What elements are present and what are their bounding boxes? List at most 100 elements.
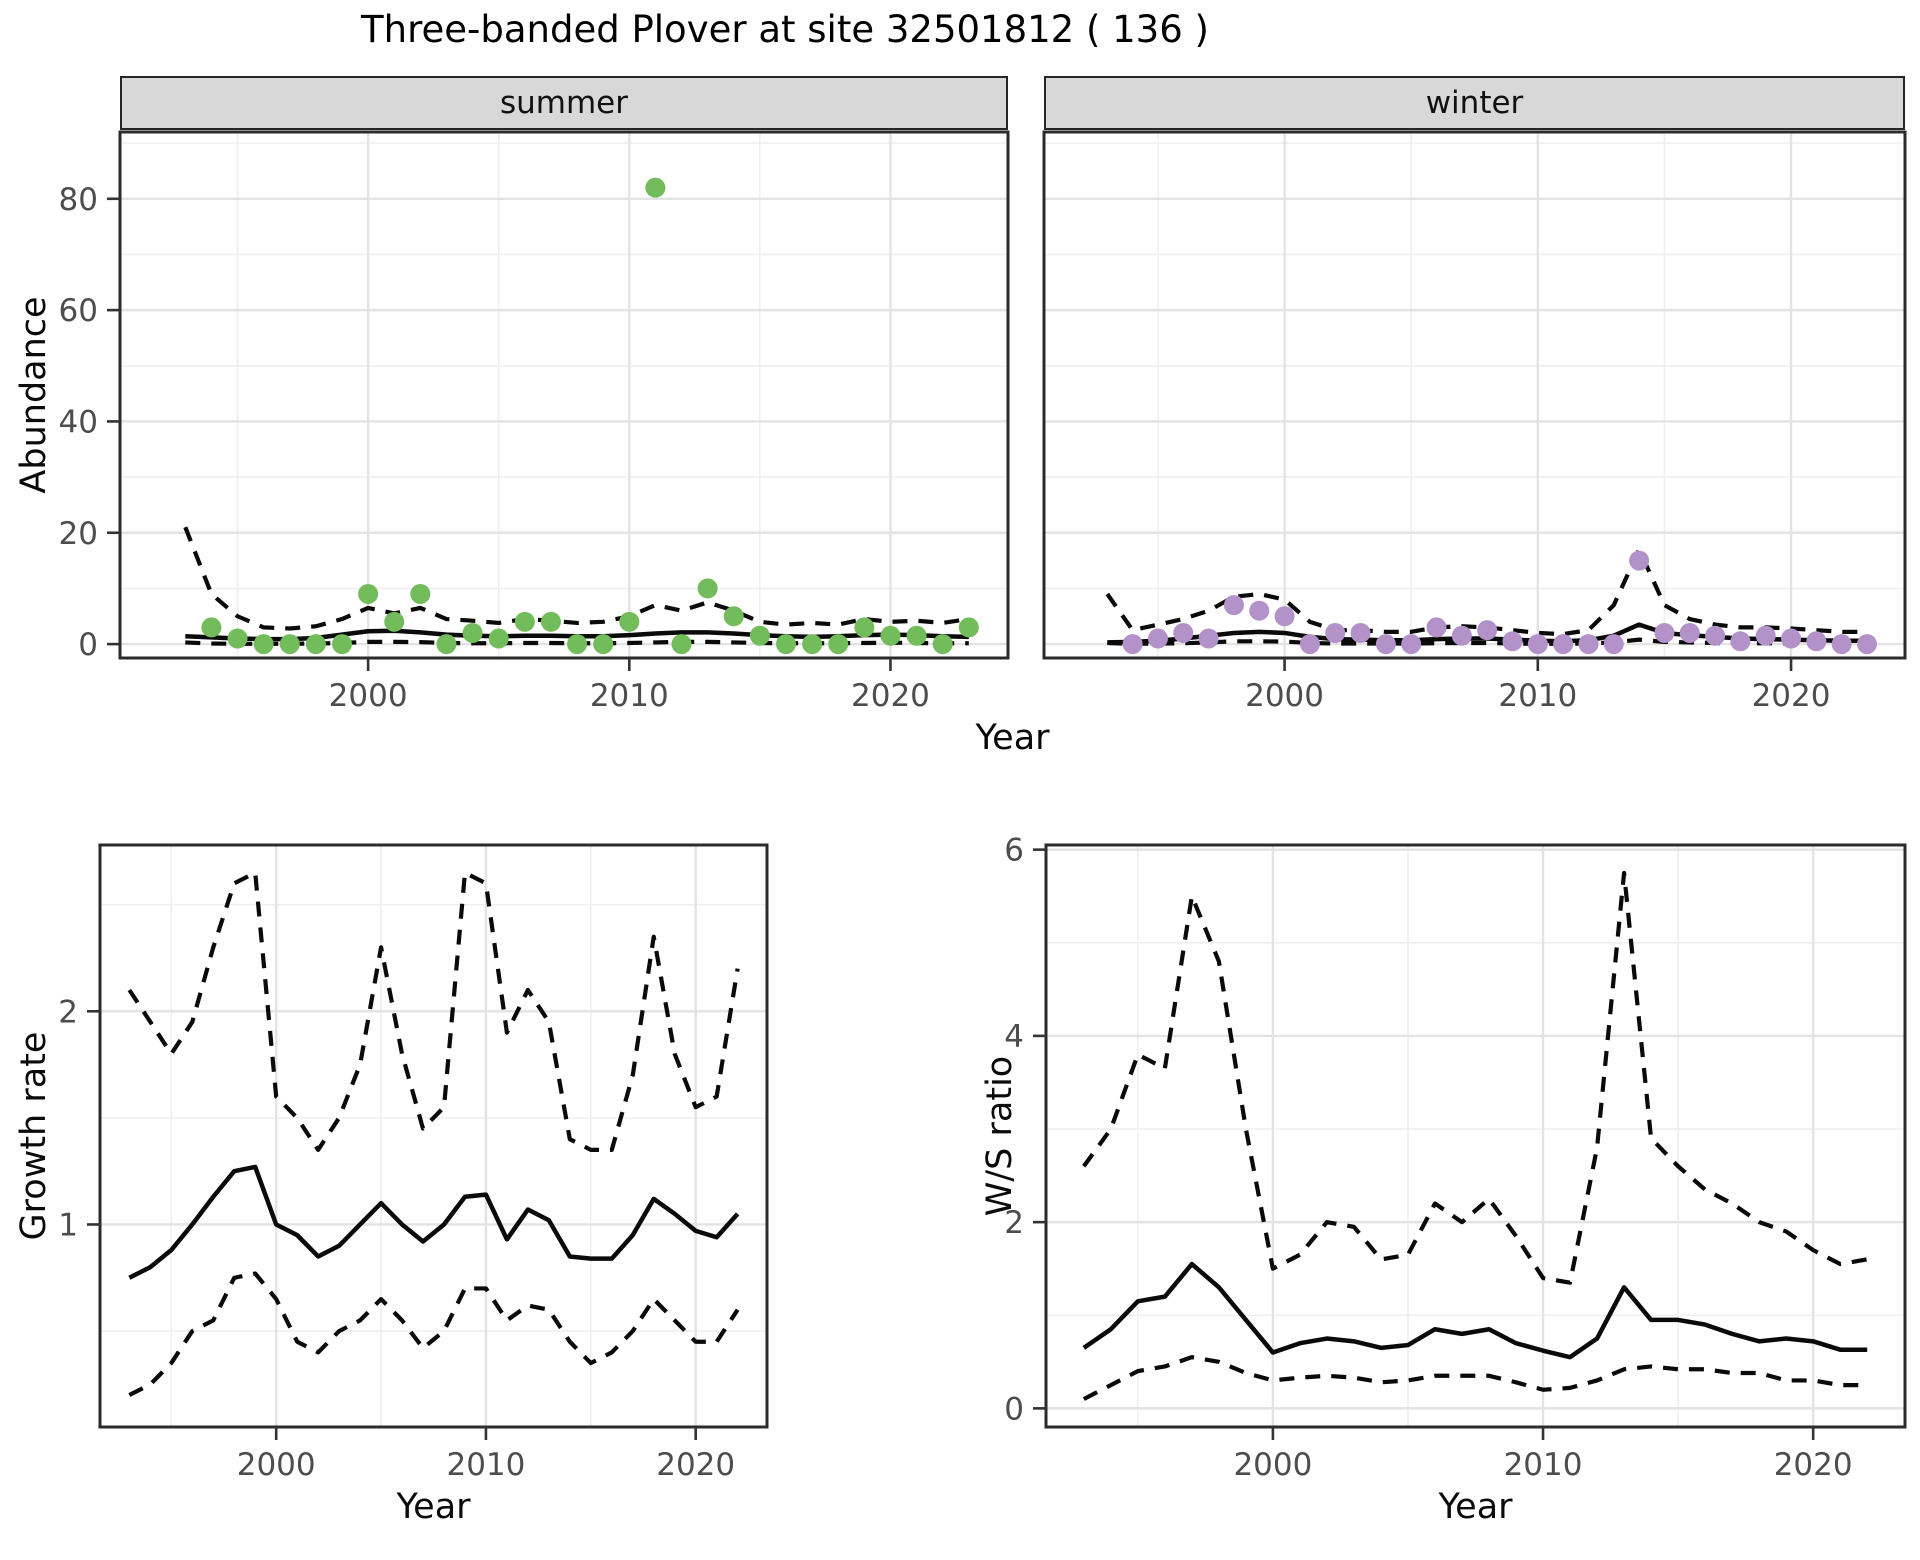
x-tick-label: 2000: [1233, 1447, 1312, 1483]
x-tick-label: 2020: [1774, 1447, 1853, 1483]
data-point: [1375, 634, 1396, 655]
x-tick-label: 2000: [1245, 678, 1324, 714]
panel-ws-ratio: 2000 2010 2020 0 2 4 6: [1004, 833, 1907, 1483]
data-point: [305, 634, 326, 655]
x-tick-label: 2000: [237, 1447, 316, 1483]
series-fit: [1082, 1261, 1868, 1360]
x-tick-label: 2020: [851, 678, 930, 714]
panel-abundance-winter: 2000 2010 2020: [1042, 130, 1907, 714]
data-point: [1502, 631, 1523, 652]
series-lower_ci: [128, 1271, 740, 1397]
data-point: [1249, 600, 1270, 621]
y-tick-label: 6: [1004, 833, 1024, 869]
series-upper_ci: [127, 870, 740, 1152]
data-point: [906, 625, 927, 646]
data-point: [1426, 617, 1447, 638]
series-lower_ci: [1082, 1355, 1868, 1401]
data-point: [1629, 550, 1650, 571]
x-tick-label: 2020: [656, 1447, 735, 1483]
data-point: [1705, 625, 1726, 646]
y-tick-label: 0: [78, 627, 98, 663]
data-point: [723, 606, 744, 627]
data-point: [1477, 620, 1498, 641]
data-point: [1299, 634, 1320, 655]
x-tick-label: 2000: [329, 678, 408, 714]
y-tick-label: 2: [58, 994, 78, 1030]
data-point: [1857, 634, 1878, 655]
data-point: [462, 622, 483, 643]
data-point: [201, 617, 222, 638]
data-point: [802, 634, 823, 655]
x-tick-label: 2020: [1752, 678, 1831, 714]
data-point: [593, 634, 614, 655]
x-tick-label: 2010: [590, 678, 669, 714]
data-point: [1578, 634, 1599, 655]
y-tick-label: 2: [1004, 1205, 1024, 1241]
panel-border: [1042, 130, 1907, 660]
panel-border: [118, 130, 1010, 660]
data-point: [1173, 622, 1194, 643]
data-point: [619, 611, 640, 632]
y-tick-label: 4: [1004, 1019, 1024, 1055]
data-point: [1781, 628, 1802, 649]
y-tick-label: 80: [59, 182, 98, 218]
data-point: [384, 611, 405, 632]
y-tick-label: 1: [58, 1207, 78, 1243]
panel-growth-rate: 2000 2010 2020 1 2: [58, 843, 769, 1483]
data-point: [880, 625, 901, 646]
facet-strip-winter: winter: [1044, 76, 1905, 130]
data-point: [1654, 622, 1675, 643]
data-point: [645, 177, 666, 198]
panel-border: [1044, 843, 1907, 1429]
facet-strip-summer-label: summer: [499, 85, 628, 121]
panel-border: [98, 843, 769, 1429]
data-point: [671, 634, 692, 655]
data-point: [253, 634, 274, 655]
y-tick-label: 40: [59, 404, 98, 440]
data-point: [1198, 628, 1219, 649]
data-point: [1730, 631, 1751, 652]
panel-abundance-summer: 2000 2010 2020 0 20 40 60 80: [59, 130, 1010, 714]
data-point: [1603, 634, 1624, 655]
data-point: [1147, 628, 1168, 649]
series-fit: [128, 1164, 740, 1280]
x-tick-label: 2010: [446, 1447, 525, 1483]
series-upper_ci: [183, 526, 970, 631]
data-point: [279, 634, 300, 655]
x-tick-label: 2010: [1498, 678, 1577, 714]
x-axis-title-top: Year: [975, 718, 1050, 758]
data-point: [514, 611, 535, 632]
data-point: [958, 617, 979, 638]
data-point: [567, 634, 588, 655]
series-upper_ci: [1082, 870, 1868, 1285]
data-point: [697, 578, 718, 599]
data-point: [410, 583, 431, 604]
data-point: [749, 625, 770, 646]
data-point: [854, 617, 875, 638]
facet-strip-summer: summer: [120, 76, 1008, 130]
data-point: [332, 634, 352, 655]
data-point: [1350, 622, 1371, 643]
data-point: [488, 628, 509, 649]
data-point: [1401, 634, 1422, 655]
data-point: [1325, 622, 1346, 643]
data-point: [1122, 634, 1143, 655]
data-point: [776, 634, 796, 655]
data-point: [227, 628, 248, 649]
data-point: [1223, 595, 1244, 616]
data-point: [1451, 625, 1472, 646]
data-point: [540, 611, 561, 632]
page-title: Three-banded Plover at site 32501812 ( 1…: [361, 8, 1209, 51]
y-tick-label: 0: [1004, 1391, 1024, 1427]
y-tick-label: 60: [59, 293, 98, 329]
data-point: [436, 634, 457, 655]
data-point: [828, 634, 849, 655]
data-point: [358, 583, 379, 604]
data-point: [1553, 634, 1574, 655]
x-axis-title-growth: Year: [396, 1487, 471, 1527]
facet-strip-winter-label: winter: [1425, 85, 1524, 121]
data-point: [1274, 606, 1295, 627]
data-point: [1755, 625, 1776, 646]
